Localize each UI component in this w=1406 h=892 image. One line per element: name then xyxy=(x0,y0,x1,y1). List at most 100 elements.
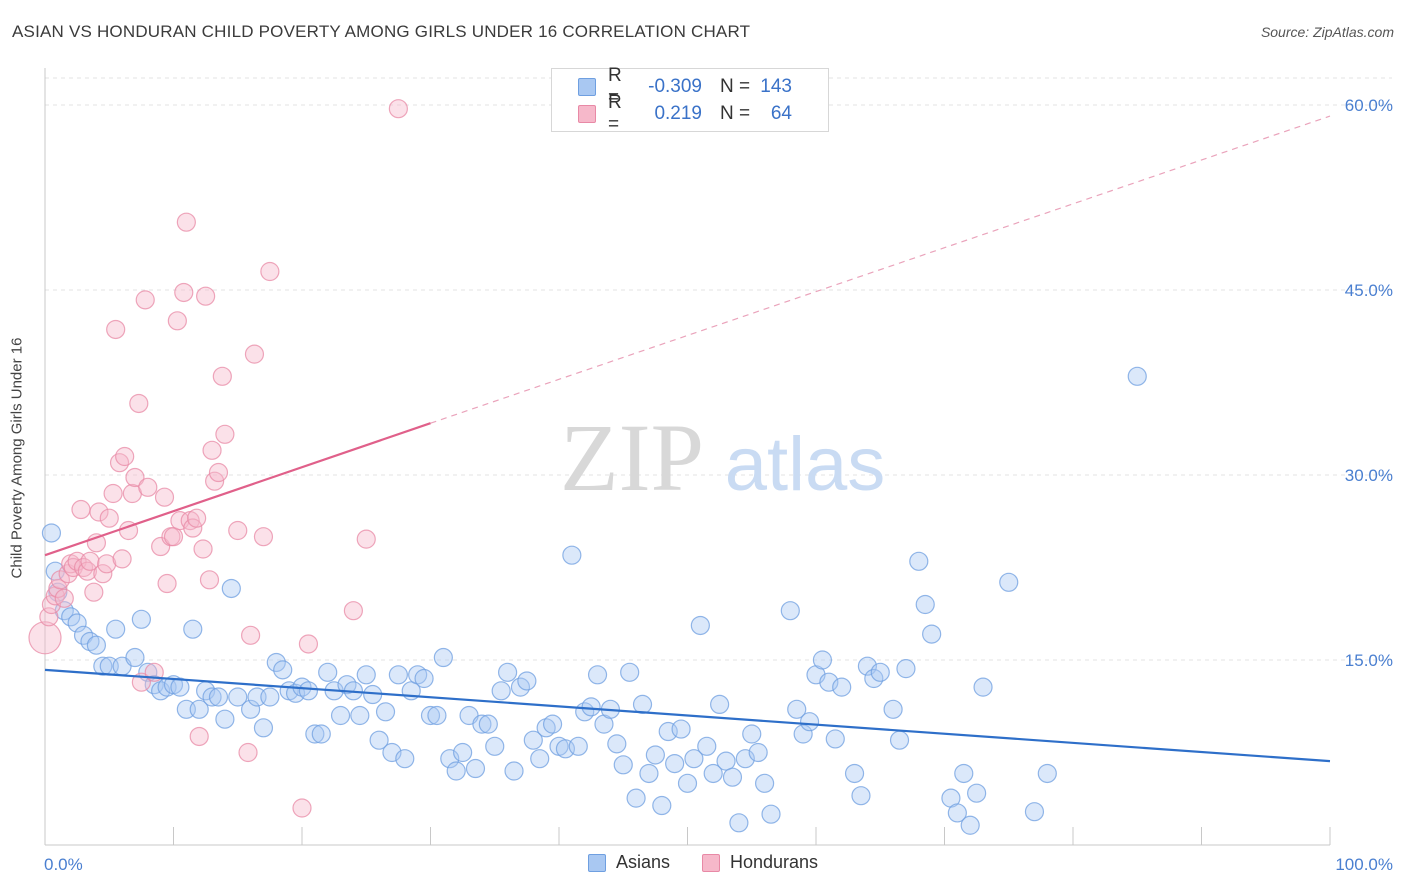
hondurans-point xyxy=(97,554,117,574)
asians-point xyxy=(562,545,582,565)
asians-point xyxy=(710,694,730,715)
hondurans-point xyxy=(80,551,100,571)
asians-point xyxy=(954,763,974,784)
legend-n-value: 64 xyxy=(770,103,792,124)
asians-point xyxy=(369,730,389,750)
asians-point xyxy=(697,736,717,756)
legend-n-label: N = xyxy=(720,103,751,124)
hondurans-point xyxy=(89,502,109,522)
hondurans-point xyxy=(103,483,123,504)
asians-point xyxy=(909,551,929,571)
asians-point xyxy=(446,761,466,781)
asians-point xyxy=(780,601,800,621)
y-tick-label: 60.0% xyxy=(1345,96,1393,115)
asians-point xyxy=(568,736,588,756)
asians-point xyxy=(787,699,807,719)
tick-labels: 15.0% 30.0% 45.0% 60.0% 0.0% 100.0% xyxy=(44,96,1393,874)
legend-item-hondurans[interactable]: Hondurans xyxy=(701,852,819,873)
y-tick-label: 45.0% xyxy=(1345,281,1393,300)
watermark-zip: ZIP xyxy=(560,404,704,511)
asians-point xyxy=(478,714,498,734)
asians-point xyxy=(742,724,762,744)
trend-lines xyxy=(44,115,1331,763)
legend-item-asians[interactable]: Asians xyxy=(587,852,670,873)
asians-point xyxy=(202,687,222,707)
hondurans-point xyxy=(39,607,59,627)
hondurans-point xyxy=(54,588,74,608)
asians-point xyxy=(266,652,286,673)
asians-point xyxy=(504,761,524,781)
asians-point xyxy=(395,749,415,769)
hondurans-trend-extension xyxy=(430,115,1331,424)
asians-point xyxy=(427,705,447,726)
asians-point xyxy=(960,815,980,835)
asians-point xyxy=(973,677,993,697)
asians-point xyxy=(106,619,126,639)
asians-point xyxy=(613,755,633,775)
hondurans-point xyxy=(356,529,376,549)
asians-point xyxy=(851,786,871,806)
asians-point xyxy=(703,763,723,784)
asians-point xyxy=(999,572,1019,592)
asians-point xyxy=(844,763,865,784)
legend-row-hondurans: R = 0.219 N = 64 xyxy=(552,92,792,135)
asians-point xyxy=(221,578,241,599)
asians-point xyxy=(639,763,659,784)
asians-point xyxy=(183,619,203,639)
asians-point xyxy=(465,758,486,779)
asians-point xyxy=(729,813,749,833)
hondurans-point xyxy=(253,527,274,547)
asians-point xyxy=(330,705,351,726)
hondurans-point xyxy=(71,499,91,520)
asians-point xyxy=(626,788,646,808)
asians-point xyxy=(754,773,775,793)
hondurans-points xyxy=(28,99,408,818)
asians-point xyxy=(889,730,910,750)
asians-point xyxy=(883,699,903,719)
asians-point xyxy=(228,687,248,707)
asians-point xyxy=(922,624,942,644)
chart-title: ASIAN VS HONDURAN CHILD POVERTY AMONG GI… xyxy=(12,22,751,41)
asians-point xyxy=(86,635,107,655)
hondurans-point xyxy=(228,520,248,541)
asians-point xyxy=(1037,763,1057,784)
asians-point xyxy=(915,594,935,615)
asians-point xyxy=(722,767,743,787)
hondurans-point xyxy=(93,564,113,584)
y-tick-label: 30.0% xyxy=(1345,466,1393,485)
asians-point xyxy=(485,736,505,756)
asians-point xyxy=(632,694,653,715)
asians-point xyxy=(523,730,543,750)
asians-point xyxy=(350,705,370,726)
asians-point xyxy=(472,714,492,734)
hondurans-point xyxy=(167,311,187,331)
asians-point xyxy=(311,724,331,744)
asians-point xyxy=(652,795,672,816)
asians-point xyxy=(189,699,209,719)
asians-point xyxy=(645,745,665,765)
hondurans-point xyxy=(125,467,145,488)
asians-point xyxy=(671,719,691,739)
legend-swatch-hondurans xyxy=(701,853,720,872)
legend-r-value: 0.219 xyxy=(654,103,702,124)
legend-label-hondurans: Hondurans xyxy=(729,852,819,872)
asians-point xyxy=(93,656,113,676)
hondurans-point xyxy=(199,570,220,590)
hondurans-point xyxy=(212,366,232,386)
axes xyxy=(44,68,1331,846)
asians-point xyxy=(260,687,280,707)
series-legend: Asians Hondurans xyxy=(0,852,1406,873)
hondurans-point xyxy=(292,798,312,818)
asians-point xyxy=(542,714,563,734)
asians-point xyxy=(967,783,987,803)
watermark-atlas: atlas xyxy=(725,422,886,507)
watermark: ZIP atlas xyxy=(560,404,885,511)
asians-point xyxy=(832,677,852,697)
legend-swatch-hondurans xyxy=(578,105,596,123)
asians-point xyxy=(665,753,685,774)
hondurans-point xyxy=(151,536,171,557)
asians-point xyxy=(517,671,537,691)
hondurans-point xyxy=(183,518,203,538)
x-tick-label-min: 0.0% xyxy=(44,855,83,874)
gridlines xyxy=(45,77,1392,661)
